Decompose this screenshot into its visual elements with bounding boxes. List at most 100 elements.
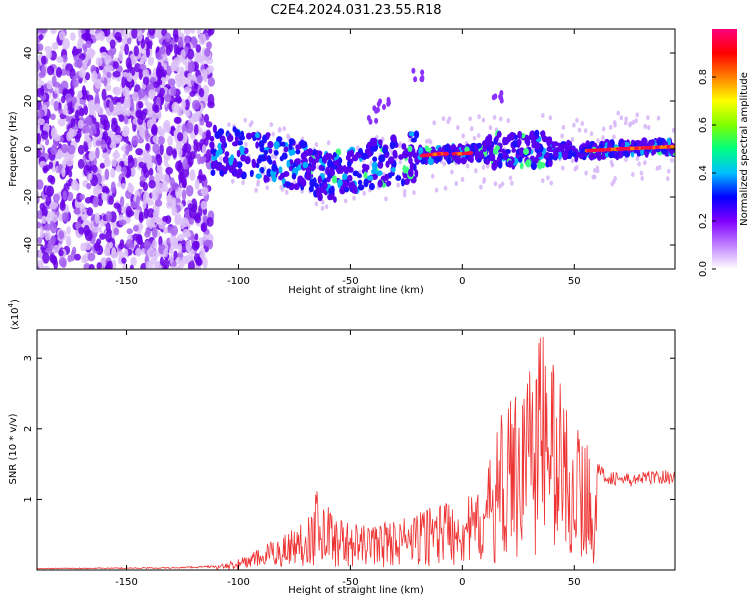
spectrogram-cell	[425, 153, 431, 157]
spectrogram-cell	[629, 146, 635, 151]
spectrogram-cell	[174, 73, 183, 82]
spectrogram-cell	[534, 141, 541, 151]
spectrogram-cell	[409, 162, 415, 171]
spectrogram-cell	[131, 135, 139, 146]
spectrogram-cell	[656, 115, 661, 121]
colorbar-tick-label: 0.8	[698, 69, 709, 85]
spectrogram-cell	[170, 225, 179, 236]
spectrogram-cell	[205, 129, 212, 141]
spectrogram-cell	[541, 135, 549, 143]
spectrogram-cell	[133, 224, 139, 232]
spectrogram-cell	[371, 173, 378, 181]
spectrogram-y-label: Frequency (Hz)	[8, 111, 19, 187]
spectrogram-cell	[434, 187, 439, 193]
spectrogram-cell	[57, 117, 66, 127]
spectrogram-cell	[284, 189, 289, 195]
spectrogram-cell	[103, 77, 108, 87]
spectrogram-cell	[414, 169, 419, 178]
spectrogram-panel: -150 -100 -50 0 50 -40 -20 0 20 40 Height of str…	[8, 28, 676, 296]
spectrogram-cell	[122, 152, 127, 160]
spectrogram-cell	[103, 157, 111, 168]
colorbar-tick-label: 0.0	[698, 261, 709, 277]
spectrogram-cell	[624, 157, 628, 163]
spectrogram-cell	[210, 160, 217, 170]
spectrogram-cell	[588, 148, 594, 153]
spectrogram-cell	[377, 179, 383, 188]
spectrogram-cell	[624, 116, 628, 122]
spectrogram-cell	[37, 60, 41, 72]
spectrogram-cell	[47, 65, 55, 76]
spectrogram-cell	[126, 72, 133, 83]
spectrogram-cell	[347, 166, 354, 173]
spectrogram-cell	[386, 100, 391, 107]
spectrogram-cell	[560, 133, 564, 139]
spectrogram-cell	[139, 110, 147, 121]
spectrogram-cell	[230, 167, 236, 174]
spectrogram-cell	[126, 228, 133, 235]
spectrogram-cell	[210, 169, 216, 176]
spectrogram-cell	[97, 226, 102, 233]
spectrogram-cell	[224, 151, 230, 157]
spectrogram-cell	[100, 139, 107, 151]
spectrogram-cell	[479, 184, 483, 190]
spectrogram-cell	[244, 141, 248, 147]
y-tick-label: -20	[23, 189, 34, 205]
spectrogram-cell	[37, 43, 44, 52]
spectrogram-cell	[91, 164, 98, 173]
spectrogram-cell	[106, 71, 112, 79]
spectrogram-cell	[254, 187, 258, 193]
spectrogram-cell	[390, 134, 397, 143]
spectrogram-cell	[333, 196, 337, 203]
spectrogram-cell	[171, 260, 177, 267]
spectrogram-cell	[123, 159, 130, 166]
spectrogram-cell	[125, 239, 134, 248]
spectrogram-cell	[50, 98, 55, 106]
spectrogram-cell	[230, 178, 235, 184]
spectrogram-cell	[207, 77, 216, 87]
spectrogram-cell	[86, 207, 94, 217]
spectrogram-cell	[186, 48, 195, 60]
spectrogram-cell	[134, 62, 141, 73]
spectrogram-cell	[196, 29, 201, 36]
spectrogram-cell	[279, 184, 283, 190]
spectrogram-cell	[386, 180, 392, 187]
spectrogram-cell	[219, 156, 223, 162]
spectrogram-cell	[314, 201, 319, 207]
spectrogram-cell	[660, 147, 668, 155]
spectrogram-cell	[45, 138, 50, 146]
spectrogram-cell	[392, 149, 398, 158]
spectrogram-cell	[560, 165, 565, 171]
spectrogram-cell	[601, 135, 605, 141]
spectrogram-cell	[91, 70, 98, 83]
spectrogram-cell	[642, 146, 648, 150]
spectrogram-cell	[502, 151, 508, 160]
spectrogram-cell	[142, 182, 149, 192]
spectrogram-cell	[58, 249, 64, 257]
spectrogram-cell	[126, 37, 132, 45]
spectrogram-cell	[40, 55, 47, 65]
spectrogram-cell	[162, 173, 170, 186]
spectrogram-cell	[237, 168, 243, 176]
spectrogram-cell	[461, 133, 466, 139]
spectrogram-cell	[191, 38, 198, 46]
spectrogram-cell	[557, 150, 562, 160]
spectrogram-cell	[165, 65, 172, 76]
spectrogram-cell	[286, 133, 290, 139]
spectrogram-cell	[601, 126, 606, 132]
spectrogram-cell	[634, 118, 638, 124]
spectrogram-cell	[352, 195, 356, 201]
spectrogram-cell	[130, 256, 137, 266]
spectrogram-cell	[188, 61, 195, 73]
spectrogram-cell	[240, 130, 245, 140]
spectrogram-cell	[41, 206, 48, 218]
spectrogram-cell	[398, 154, 404, 160]
spectrogram-cell	[85, 40, 92, 49]
spectrogram-cell	[37, 118, 45, 126]
spectrogram-cell	[125, 109, 132, 117]
spectrogram-cell	[659, 145, 665, 149]
spectrogram-cell	[154, 199, 163, 207]
spectrogram-cell	[121, 166, 127, 176]
spectrogram-cell	[156, 68, 163, 79]
spectrogram-cell	[469, 156, 474, 163]
spectrogram-cell	[565, 145, 572, 152]
